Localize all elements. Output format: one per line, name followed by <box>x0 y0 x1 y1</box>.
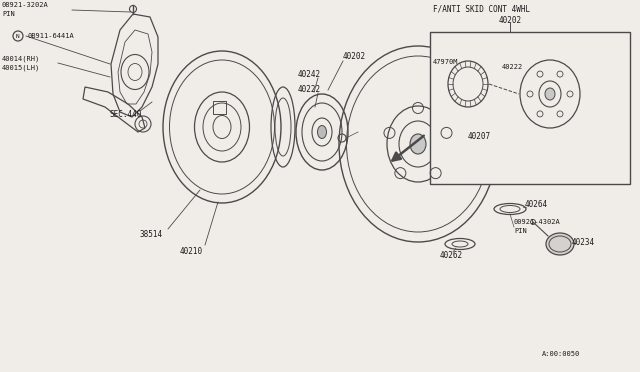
Text: F/ANTI SKID CONT 4WHL: F/ANTI SKID CONT 4WHL <box>433 4 530 13</box>
Text: A:00:0050: A:00:0050 <box>542 351 580 357</box>
Text: 40234: 40234 <box>572 237 595 247</box>
Text: 40242: 40242 <box>298 70 321 78</box>
Text: 40210: 40210 <box>180 247 203 257</box>
Text: 40264: 40264 <box>525 199 548 208</box>
Text: 40202: 40202 <box>343 51 366 61</box>
Text: 38514: 38514 <box>140 230 163 238</box>
Ellipse shape <box>410 134 426 154</box>
Ellipse shape <box>545 88 555 100</box>
Text: 40207: 40207 <box>468 131 491 141</box>
Text: 08921-3202A: 08921-3202A <box>2 2 49 8</box>
Ellipse shape <box>546 233 574 255</box>
Text: N: N <box>16 33 20 38</box>
Text: 40262: 40262 <box>440 251 463 260</box>
Text: SEC.440: SEC.440 <box>110 109 142 119</box>
Text: 00921-4302A: 00921-4302A <box>514 219 561 225</box>
Text: 40222: 40222 <box>502 64 524 70</box>
Text: PIN: PIN <box>2 11 15 17</box>
Text: 40014(RH): 40014(RH) <box>2 56 40 62</box>
Text: PIN: PIN <box>514 228 527 234</box>
Text: 40015(LH): 40015(LH) <box>2 65 40 71</box>
Text: 0B911-6441A: 0B911-6441A <box>27 33 74 39</box>
Text: 40202: 40202 <box>499 16 522 25</box>
Text: 47970M: 47970M <box>433 59 458 65</box>
Ellipse shape <box>213 115 231 138</box>
Bar <box>213 101 226 114</box>
Ellipse shape <box>317 125 326 138</box>
Bar <box>430 32 630 184</box>
Text: 40222: 40222 <box>298 84 321 93</box>
